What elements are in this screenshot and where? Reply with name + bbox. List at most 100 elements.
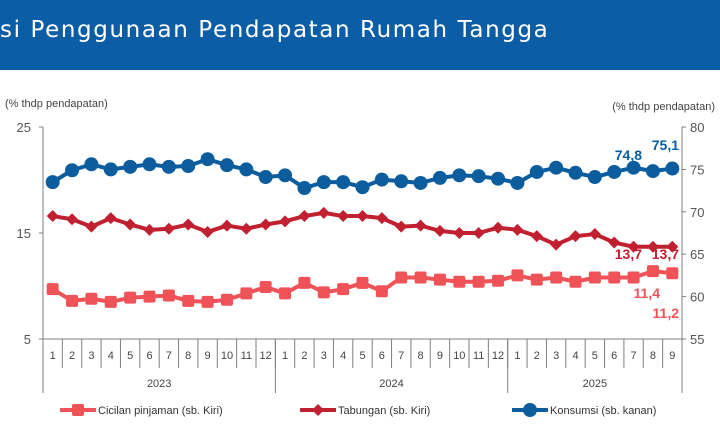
data-point (510, 175, 525, 190)
month-label: 3 (88, 350, 94, 362)
month-label: 6 (146, 350, 152, 362)
data-point (181, 159, 196, 174)
data-point (65, 163, 80, 178)
data-point (161, 159, 176, 174)
data-point (85, 220, 98, 233)
right-tick-label: 65 (690, 247, 704, 262)
month-label: 7 (631, 350, 637, 362)
legend-item: Konsumsi (sb. kanan) (512, 403, 656, 417)
data-point (279, 287, 292, 300)
data-point (472, 275, 485, 288)
data-label: 13,7 (615, 246, 642, 262)
legend-marker (72, 404, 84, 416)
data-point (569, 230, 582, 243)
data-label: 13,7 (652, 246, 679, 262)
data-point (511, 223, 524, 236)
data-point (200, 152, 215, 167)
data-point (550, 238, 563, 251)
data-point (491, 171, 506, 186)
month-label: 7 (166, 350, 172, 362)
data-point (182, 294, 195, 307)
month-label: 7 (398, 350, 404, 362)
data-point (646, 265, 659, 278)
data-point (492, 221, 505, 234)
page-title: si Penggunaan Pendapatan Rumah Tangga (0, 17, 550, 43)
series-circle: 74,8 75,1 (45, 137, 680, 196)
data-point (162, 289, 175, 302)
data-point (103, 162, 118, 177)
data-point (413, 175, 428, 190)
month-label: 3 (321, 350, 327, 362)
data-point (142, 157, 157, 172)
month-label: 12 (260, 350, 272, 362)
data-point (433, 224, 446, 237)
month-label: 11 (241, 350, 252, 362)
data-point (588, 228, 601, 241)
data-label: 75,1 (652, 137, 679, 153)
month-label: 10 (453, 350, 465, 362)
data-point (627, 240, 640, 253)
month-label: 4 (340, 350, 346, 362)
data-point (607, 164, 622, 179)
data-point (297, 181, 312, 196)
data-point (549, 160, 564, 175)
data-label: 74,8 (615, 147, 642, 163)
data-point (46, 283, 59, 296)
data-point (646, 240, 659, 253)
data-point (492, 274, 505, 287)
month-label: 6 (379, 350, 385, 362)
legend-marker (523, 403, 537, 417)
month-label: 1 (282, 350, 288, 362)
data-point (220, 219, 233, 232)
data-point (84, 157, 99, 172)
data-point (414, 219, 427, 232)
data-point (645, 164, 660, 179)
data-point (278, 168, 293, 183)
legend-item: Tabungan (sb. Kiri) (300, 404, 430, 417)
month-label: 12 (492, 350, 504, 362)
legend-marker (312, 404, 324, 416)
month-label: 1 (514, 350, 520, 362)
month-label: 5 (127, 350, 133, 362)
left-tick-label: 25 (17, 120, 31, 135)
series-square: 11,4 11,2 (46, 265, 679, 321)
month-label: 4 (108, 350, 114, 362)
data-point (529, 164, 544, 179)
data-point (453, 275, 466, 288)
data-point (356, 210, 369, 223)
data-point (336, 175, 351, 190)
header-banner: si Penggunaan Pendapatan Rumah Tangga (0, 0, 720, 70)
data-point (587, 170, 602, 185)
data-point (66, 213, 79, 226)
month-label: 8 (418, 350, 424, 362)
data-point (433, 273, 446, 286)
data-point (608, 271, 621, 284)
left-tick-label: 5 (24, 332, 31, 347)
month-label: 10 (221, 350, 233, 362)
data-point (588, 271, 601, 284)
right-tick-label: 75 (690, 162, 704, 177)
right-tick-label: 55 (690, 332, 704, 347)
data-point (104, 212, 117, 225)
data-point (219, 158, 234, 173)
month-label: 2 (69, 350, 75, 362)
data-point (666, 267, 679, 280)
data-point (452, 168, 467, 183)
data-point (394, 174, 409, 189)
data-point (239, 162, 254, 177)
data-point (666, 240, 679, 253)
data-point (66, 294, 79, 307)
data-point (568, 165, 583, 180)
data-point (46, 210, 59, 223)
series-diamond: 13,7 13,7 (46, 206, 679, 262)
right-tick-label: 60 (690, 290, 704, 305)
month-label: 9 (205, 350, 211, 362)
data-point (414, 271, 427, 284)
data-point (569, 275, 582, 288)
data-point (259, 281, 272, 294)
data-point (220, 293, 233, 306)
month-label: 4 (572, 350, 578, 362)
data-point (317, 206, 330, 219)
left-tick-label: 15 (17, 226, 31, 241)
